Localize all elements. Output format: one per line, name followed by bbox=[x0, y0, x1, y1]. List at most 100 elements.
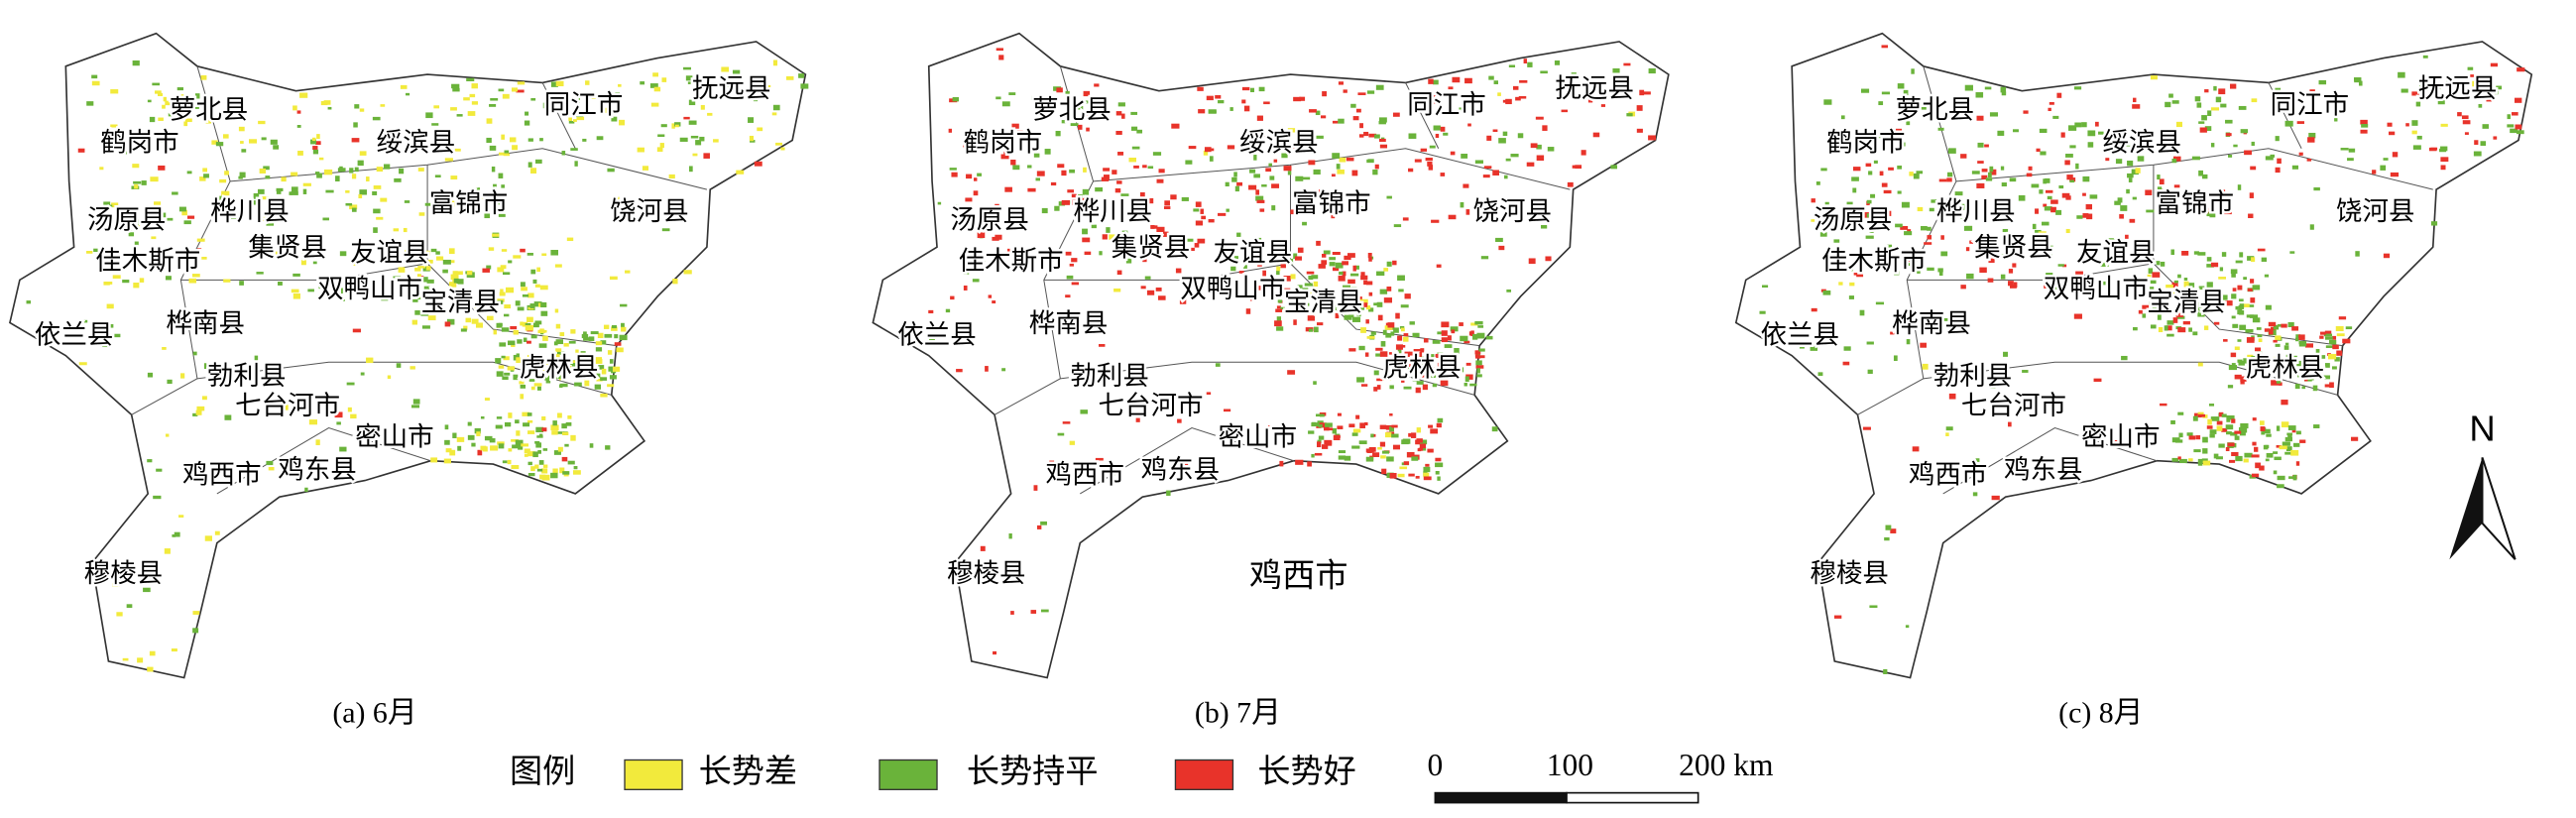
crop-pixel bbox=[1397, 335, 1403, 341]
crop-pixel bbox=[410, 405, 420, 409]
crop-pixel bbox=[2247, 373, 2255, 378]
crop-pixel bbox=[120, 151, 128, 155]
crop-pixel bbox=[1350, 103, 1356, 108]
crop-pixel bbox=[520, 321, 524, 326]
crop-pixel bbox=[2358, 80, 2363, 86]
crop-pixel bbox=[2048, 254, 2052, 259]
crop-pixel bbox=[376, 167, 384, 173]
crop-pixel bbox=[688, 99, 696, 106]
county-label: 饶河县 bbox=[2336, 196, 2415, 226]
crop-pixel bbox=[134, 183, 139, 189]
crop-pixel bbox=[238, 175, 243, 179]
crop-pixel bbox=[1799, 342, 1805, 349]
crop-pixel bbox=[1506, 289, 1512, 292]
crop-pixel bbox=[1210, 110, 1217, 114]
crop-pixel bbox=[296, 110, 301, 114]
crop-pixel bbox=[498, 443, 505, 449]
crop-pixel bbox=[1979, 267, 1987, 274]
crop-pixel bbox=[1061, 120, 1066, 124]
crop-pixel bbox=[1833, 615, 1842, 619]
crop-pixel bbox=[1332, 267, 1340, 272]
crop-pixel bbox=[1366, 281, 1373, 286]
crop-pixel bbox=[1101, 176, 1110, 181]
crop-pixel bbox=[650, 102, 659, 107]
crop-pixel bbox=[103, 201, 111, 206]
crop-pixel bbox=[147, 372, 154, 378]
crop-pixel bbox=[2197, 362, 2203, 367]
crop-pixel bbox=[2115, 159, 2123, 165]
crop-pixel bbox=[2247, 354, 2254, 359]
crop-pixel bbox=[736, 170, 745, 175]
crop-pixel bbox=[496, 371, 504, 377]
crop-pixel bbox=[431, 123, 439, 126]
crop-pixel bbox=[495, 358, 502, 364]
crop-pixel bbox=[1297, 285, 1303, 289]
crop-pixel bbox=[1121, 113, 1125, 119]
crop-pixel bbox=[1044, 149, 1051, 155]
crop-pixel bbox=[454, 148, 461, 152]
crop-pixel bbox=[1408, 432, 1414, 437]
crop-pixel bbox=[2258, 338, 2263, 343]
crop-pixel bbox=[1476, 374, 1482, 378]
crop-pixel bbox=[463, 97, 470, 101]
crop-pixel bbox=[2256, 351, 2263, 355]
crop-pixel bbox=[1391, 433, 1399, 438]
crop-pixel bbox=[1305, 132, 1312, 136]
crop-pixel bbox=[609, 375, 617, 380]
county-label: 穆棱县 bbox=[1810, 558, 1889, 588]
crop-pixel bbox=[474, 304, 481, 308]
crop-pixel bbox=[442, 269, 448, 274]
crop-pixel bbox=[554, 264, 562, 268]
crop-pixel bbox=[595, 341, 603, 346]
crop-pixel bbox=[1416, 438, 1423, 443]
crop-pixel bbox=[1940, 251, 1948, 257]
crop-pixel bbox=[2351, 436, 2359, 441]
crop-pixel bbox=[191, 274, 200, 278]
crop-pixel bbox=[1612, 67, 1620, 73]
crop-pixel bbox=[530, 334, 537, 339]
crop-pixel bbox=[700, 104, 705, 110]
crop-pixel bbox=[600, 340, 607, 345]
crop-pixel bbox=[637, 147, 644, 153]
crop-pixel bbox=[2160, 188, 2166, 195]
crop-pixel bbox=[1998, 254, 2006, 258]
crop-pixel bbox=[1811, 198, 1815, 203]
crop-pixel bbox=[467, 111, 476, 116]
crop-pixel bbox=[2221, 413, 2227, 417]
crop-pixel bbox=[1337, 169, 1345, 175]
crop-pixel bbox=[588, 336, 595, 342]
crop-pixel bbox=[2387, 122, 2393, 127]
crop-pixel bbox=[398, 267, 406, 273]
crop-pixel bbox=[211, 140, 218, 145]
crop-pixel bbox=[253, 192, 260, 199]
crop-pixel bbox=[1843, 346, 1851, 351]
crop-pixel bbox=[1201, 215, 1207, 220]
crop-pixel bbox=[427, 315, 436, 321]
north-arrow-left bbox=[2449, 457, 2483, 560]
crop-pixel bbox=[2194, 96, 2201, 102]
crop-pixel bbox=[168, 112, 173, 117]
crop-pixel bbox=[1193, 208, 1200, 212]
crop-pixel bbox=[562, 431, 569, 435]
crop-pixel bbox=[158, 117, 164, 121]
crop-pixel bbox=[162, 104, 166, 109]
crop-pixel bbox=[405, 274, 411, 279]
crop-pixel bbox=[380, 197, 388, 202]
crop-pixel bbox=[2229, 459, 2236, 463]
crop-pixel bbox=[2507, 114, 2511, 120]
crop-pixel bbox=[2279, 382, 2283, 386]
crop-pixel bbox=[2087, 130, 2096, 137]
crop-pixel bbox=[527, 340, 531, 344]
crop-pixel bbox=[1459, 107, 1466, 112]
crop-pixel bbox=[106, 303, 114, 309]
crop-pixel bbox=[1851, 176, 1859, 181]
crop-pixel bbox=[1435, 457, 1442, 462]
crop-pixel bbox=[2177, 411, 2184, 415]
county-label: 饶河县 bbox=[1473, 196, 1553, 226]
crop-pixel bbox=[1348, 423, 1355, 428]
crop-pixel bbox=[2173, 280, 2178, 284]
crop-pixel bbox=[1480, 256, 1489, 260]
crop-pixel bbox=[2231, 293, 2237, 299]
crop-pixel bbox=[1050, 181, 1057, 186]
crop-pixel bbox=[205, 119, 212, 124]
